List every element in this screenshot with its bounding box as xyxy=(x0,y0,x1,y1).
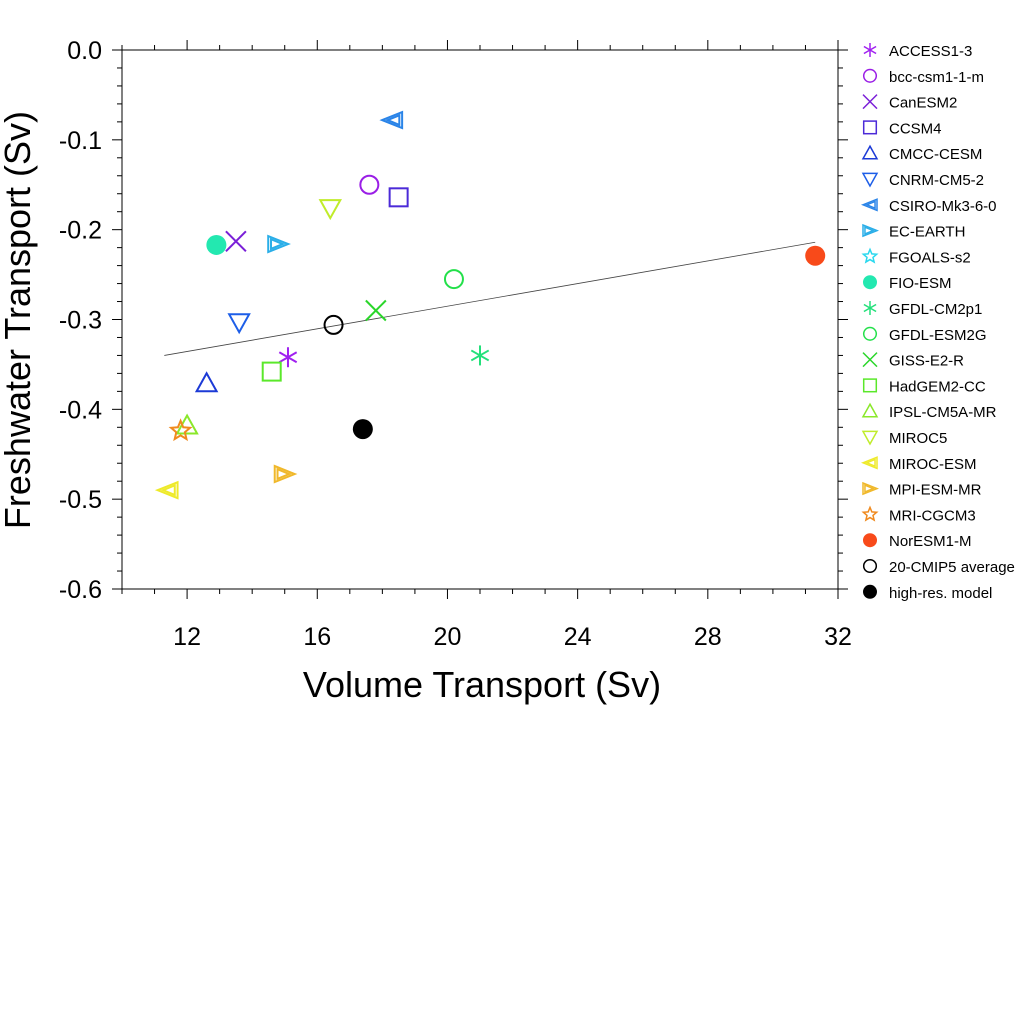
legend-label: FIO-ESM xyxy=(889,275,952,292)
legend-entry-gfdl-cm2p1: GFDL-CM2p1 xyxy=(863,301,982,318)
data-point-high-res-model xyxy=(352,419,373,440)
legend-label: ACCESS1-3 xyxy=(889,43,972,60)
legend-label: CSIRO-Mk3-6-0 xyxy=(889,198,997,215)
legend-label: 20-CMIP5 average xyxy=(889,559,1015,576)
legend-entry-giss-e2-r: GISS-E2-R xyxy=(862,352,964,370)
legend-label: high-res. model xyxy=(889,585,992,602)
y-tick-label: -0.2 xyxy=(59,217,102,245)
data-point-ccsm4 xyxy=(388,187,409,208)
legend-entry-ipsl-cm5a-mr: IPSL-CM5A-MR xyxy=(861,402,997,421)
legend-label: MRI-CGCM3 xyxy=(889,507,976,524)
data-point-miroc5 xyxy=(318,199,342,221)
legend-entry-20-cmip5-average: 20-CMIP5 average xyxy=(862,558,1015,576)
x-tick-label: 32 xyxy=(824,623,852,651)
legend-entry-mri-cgcm3: MRI-CGCM3 xyxy=(861,505,976,524)
legend-label: FGOALS-s2 xyxy=(889,249,971,266)
data-points xyxy=(154,110,826,500)
legend-entry-miroc-esm: MIROC-ESM xyxy=(860,456,977,473)
legend-entry-fio-esm: FIO-ESM xyxy=(863,275,952,292)
legend-label: CMCC-CESM xyxy=(889,146,982,163)
legend-label: MIROC5 xyxy=(889,430,947,447)
legend-label: HadGEM2-CC xyxy=(889,378,986,395)
legend: ACCESS1-3 bcc-csm1-1-m CanESM2 CCSM4 CMCC-CE… xyxy=(860,43,1015,602)
legend-label: CanESM2 xyxy=(889,95,957,112)
legend-entry-csiro-mk3-6-0: CSIRO-Mk3-6-0 xyxy=(860,198,997,215)
y-tick-label: -0.3 xyxy=(59,307,102,335)
legend-entry-fgoals-s2: FGOALS-s2 xyxy=(861,247,971,266)
legend-entry-noresm1-m: NorESM1-M xyxy=(863,533,972,550)
y-tick-label: 0.0 xyxy=(67,37,102,65)
y-tick-label: -0.5 xyxy=(59,486,102,514)
legend-entry-access1-3: ACCESS1-3 xyxy=(863,43,972,60)
data-point-canesm2 xyxy=(225,230,247,253)
data-point-gfdl-cm2p1 xyxy=(470,345,490,366)
data-point-fio-esm xyxy=(206,234,227,255)
legend-label: MPI-ESM-MR xyxy=(889,482,982,499)
data-point-access1-3 xyxy=(278,347,298,368)
legend-entry-cmcc-cesm: CMCC-CESM xyxy=(861,144,982,163)
x-tick-label: 20 xyxy=(434,623,462,651)
legend-label: MIROC-ESM xyxy=(889,456,977,473)
y-axis-title: Freshwater Transport (Sv) xyxy=(0,111,38,529)
legend-label: GFDL-ESM2G xyxy=(889,327,987,344)
data-point-csiro-mk3-6-0 xyxy=(379,110,404,130)
legend-entry-gfdl-esm2g: GFDL-ESM2G xyxy=(862,326,987,344)
data-point-gfdl-esm2g xyxy=(443,269,464,290)
legend-label: GISS-E2-R xyxy=(889,353,964,370)
y-tick-label: -0.4 xyxy=(59,396,102,424)
legend-entry-hadgem2-cc: HadGEM2-CC xyxy=(862,378,986,395)
legend-entry-bcc-csm1-1-m: bcc-csm1-1-m xyxy=(862,68,984,86)
data-point-mpi-esm-mr xyxy=(273,464,298,484)
x-tick-label: 12 xyxy=(173,623,201,651)
data-point-mri-cgcm3 xyxy=(168,418,193,442)
plot-frame xyxy=(121,49,839,590)
data-point-ec-earth xyxy=(267,234,291,254)
x-axis-title: Volume Transport (Sv) xyxy=(303,664,661,705)
plot-area: 12 16 20 24 28 32 0.0 -0.1 -0.2 -0.3 -0.4 -0.5 -0.6 xyxy=(59,37,852,651)
legend-entry-mpi-esm-mr: MPI-ESM-MR xyxy=(862,482,982,499)
data-point-cmcc-cesm xyxy=(194,371,219,393)
data-point-miroc-esm xyxy=(154,480,179,500)
data-point-cnrm-cm5-2 xyxy=(227,313,251,335)
x-tick-label: 16 xyxy=(303,623,331,651)
legend-label: EC-EARTH xyxy=(889,224,965,241)
legend-label: NorESM1-M xyxy=(889,533,972,550)
data-point-giss-e2-r xyxy=(365,299,387,322)
x-tick-label: 24 xyxy=(564,623,592,651)
x-tick-label: 28 xyxy=(694,623,722,651)
legend-label: CNRM-CM5-2 xyxy=(889,172,984,189)
legend-label: GFDL-CM2p1 xyxy=(889,301,982,318)
legend-entry-high-res-model: high-res. model xyxy=(863,584,992,602)
y-tick-label: -0.6 xyxy=(59,576,102,604)
legend-label: IPSL-CM5A-MR xyxy=(889,404,997,421)
legend-entry-canesm2: CanESM2 xyxy=(862,94,957,112)
data-point-bcc-csm1-1-m xyxy=(359,174,380,195)
legend-entry-ec-earth: EC-EARTH xyxy=(862,224,965,241)
legend-entry-miroc5: MIROC5 xyxy=(861,430,947,447)
data-point-noresm1-m xyxy=(805,245,826,266)
legend-label: CCSM4 xyxy=(889,120,942,137)
y-tick-label: -0.1 xyxy=(59,127,102,155)
legend-entry-ccsm4: CCSM4 xyxy=(862,120,942,137)
legend-label: bcc-csm1-1-m xyxy=(889,69,984,86)
regression-line xyxy=(164,241,816,356)
data-point-20-cmip5-average xyxy=(323,314,344,335)
legend-entry-cnrm-cm5-2: CNRM-CM5-2 xyxy=(861,172,984,189)
data-point-hadgem2-cc xyxy=(261,361,282,382)
